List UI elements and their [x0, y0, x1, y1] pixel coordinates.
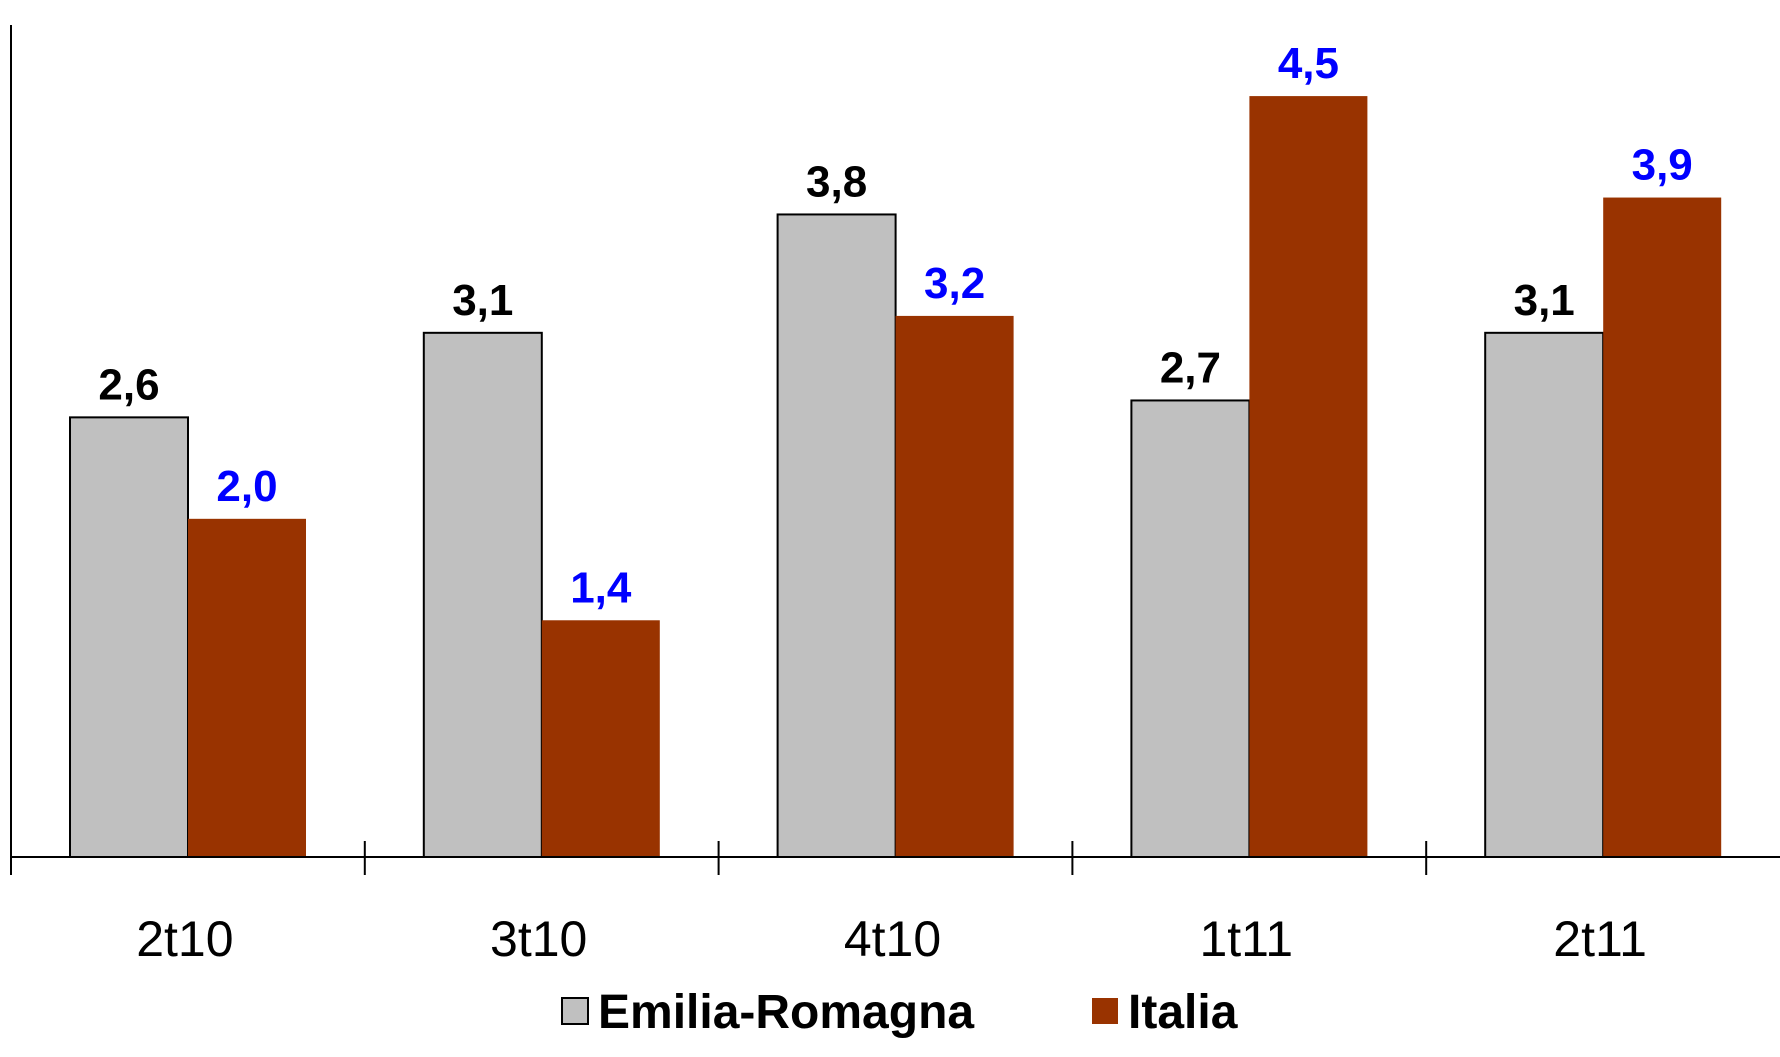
bar-italia-4t10 [895, 315, 1014, 858]
legend: Emilia-Romagna Italia [561, 986, 1238, 1039]
data-label-emilia-romagna-1t11: 2,7 [1160, 343, 1221, 392]
data-label-italia-3t10: 1,4 [570, 563, 632, 612]
data-label-italia-1t11: 4,5 [1278, 39, 1339, 88]
x-tick-label-2t11: 2t11 [1553, 911, 1647, 967]
x-tick-label-4t10: 4t10 [844, 911, 941, 967]
x-tick-label-2t10: 2t10 [136, 911, 233, 967]
data-label-italia-4t10: 3,2 [924, 259, 985, 308]
legend-item-italia: Italia [1092, 986, 1238, 1039]
bar-emilia-romagna-1t11 [1130, 399, 1251, 858]
legend-label: Emilia-Romagna [598, 986, 974, 1039]
legend-swatch [561, 997, 589, 1025]
data-label-emilia-romagna-2t11: 3,1 [1514, 276, 1575, 325]
data-label-emilia-romagna-3t10: 3,1 [452, 276, 513, 325]
bar-emilia-romagna-3t10 [422, 331, 543, 858]
bar-italia-2t10 [188, 518, 306, 857]
bar-emilia-romagna-2t11 [1484, 331, 1605, 858]
data-label-emilia-romagna-2t10: 2,6 [98, 360, 159, 409]
bar-emilia-romagna-4t10 [776, 213, 897, 859]
legend-item-emilia-romagna: Emilia-Romagna [561, 986, 974, 1039]
bar-italia-3t10 [541, 620, 660, 857]
x-tick-label-3t10: 3t10 [490, 911, 587, 967]
bar-emilia-romagna-2t10 [69, 416, 189, 858]
data-label-italia-2t10: 2,0 [216, 462, 277, 511]
x-tick-label-1t11: 1t11 [1199, 911, 1293, 967]
legend-label: Italia [1128, 986, 1238, 1039]
labels-layer: 2,6 2,0 2t10 3,1 1,4 3t10 3,8 3,2 4t10 2,7 4,5 1t11… [98, 39, 1692, 967]
bars-layer [69, 96, 1722, 859]
data-label-italia-2t11: 3,9 [1632, 141, 1693, 190]
bar-italia-2t11 [1603, 197, 1722, 857]
bar-italia-1t11 [1249, 96, 1368, 857]
data-label-emilia-romagna-4t10: 3,8 [806, 157, 867, 206]
legend-swatch [1092, 998, 1118, 1024]
axes-layer [10, 25, 1780, 875]
